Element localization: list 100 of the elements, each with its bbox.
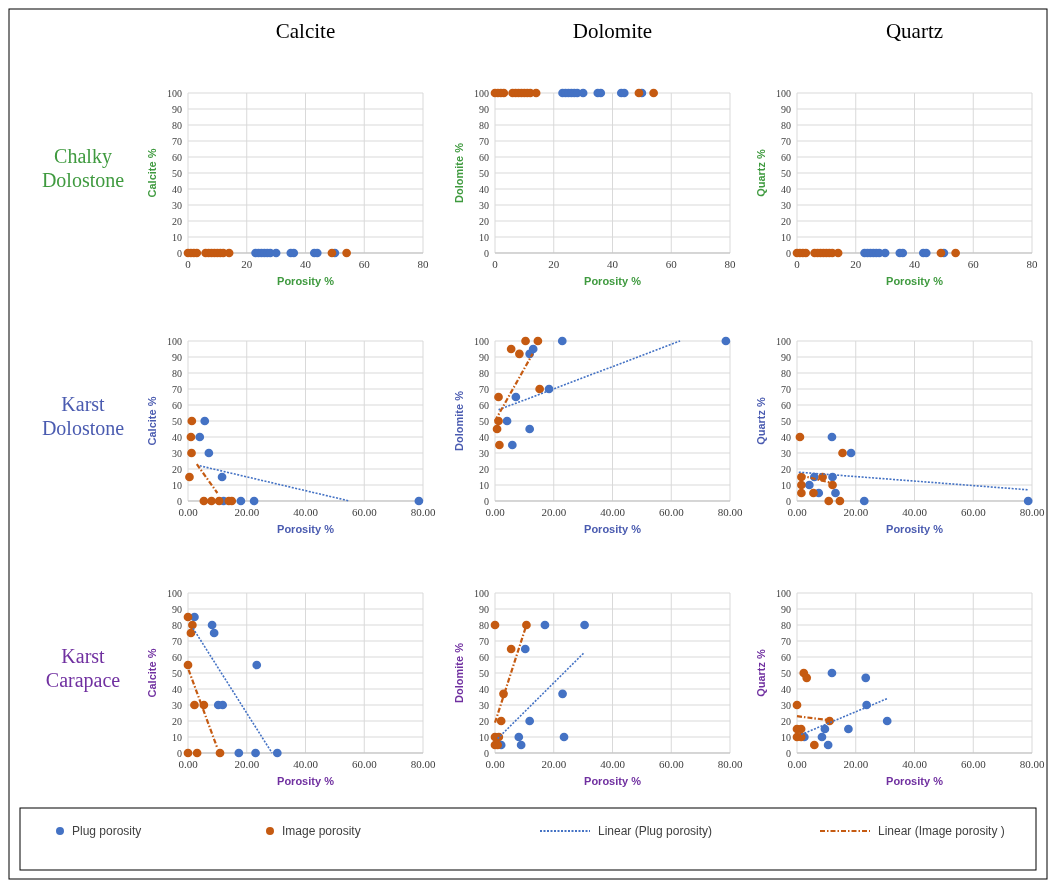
- x-axis-title: Porosity %: [277, 275, 335, 287]
- y-tick-label: 0: [484, 747, 489, 759]
- y-tick-label: 30: [479, 699, 489, 711]
- y-tick-label: 70: [781, 635, 791, 647]
- x-tick-label: 60.00: [960, 758, 987, 770]
- y-axis-title: Dolomite %: [453, 390, 465, 451]
- y-tick-label: 90: [479, 351, 489, 363]
- y-axis-title: Dolomite %: [453, 642, 465, 703]
- chart-title: Quartz: [885, 19, 944, 43]
- y-tick-label: 70: [781, 135, 791, 147]
- y-axis-title: Quartz %: [755, 148, 767, 197]
- x-tick-label: 60.00: [658, 506, 685, 518]
- y-tick-label: 100: [167, 335, 182, 347]
- x-tick-label: 80.00: [717, 506, 743, 518]
- legend-label: Image porosity: [282, 824, 361, 839]
- x-tick-label: 40: [909, 258, 921, 270]
- y-tick-label: 70: [172, 383, 182, 395]
- y-tick-label: 50: [172, 667, 182, 679]
- y-tick-label: 40: [781, 431, 791, 443]
- y-tick-label: 10: [479, 479, 489, 491]
- y-tick-label: 30: [781, 199, 791, 211]
- x-axis-title: Porosity %: [886, 523, 944, 535]
- x-tick-label: 20: [548, 258, 560, 270]
- y-tick-label: 30: [172, 199, 182, 211]
- x-tick-label: 80.00: [1019, 506, 1045, 518]
- legend-label: Linear (Plug porosity): [598, 824, 713, 839]
- y-tick-label: 90: [781, 351, 791, 363]
- x-tick-label: 0.00: [787, 506, 808, 518]
- y-tick-label: 10: [479, 731, 489, 743]
- x-axis-title: Porosity %: [584, 275, 642, 287]
- y-tick-label: 40: [479, 431, 489, 443]
- legend-label: Linear (Image porosity ): [878, 824, 1005, 839]
- y-tick-label: 20: [479, 715, 489, 727]
- y-tick-label: 80: [781, 619, 791, 631]
- y-tick-label: 10: [781, 479, 791, 491]
- y-tick-label: 0: [786, 495, 791, 507]
- y-tick-label: 50: [479, 167, 489, 179]
- x-axis-title: Porosity %: [886, 775, 944, 787]
- y-tick-label: 10: [172, 231, 182, 243]
- y-tick-label: 90: [781, 103, 791, 115]
- y-tick-label: 0: [177, 747, 182, 759]
- x-axis-title: Porosity %: [584, 775, 642, 787]
- y-tick-label: 80: [479, 119, 489, 131]
- y-tick-label: 30: [781, 699, 791, 711]
- y-tick-label: 90: [172, 351, 182, 363]
- x-tick-label: 80.00: [410, 758, 436, 770]
- x-tick-label: 20.00: [843, 506, 869, 518]
- x-tick-label: 80.00: [410, 506, 436, 518]
- x-tick-label: 0.00: [485, 506, 506, 518]
- y-tick-label: 80: [172, 619, 182, 631]
- y-axis-title: Quartz %: [755, 396, 767, 445]
- y-tick-label: 10: [172, 731, 182, 743]
- y-tick-label: 20: [781, 715, 791, 727]
- x-tick-label: 60.00: [351, 758, 378, 770]
- y-tick-label: 0: [177, 247, 182, 259]
- y-tick-label: 60: [781, 651, 791, 663]
- y-tick-label: 10: [479, 231, 489, 243]
- y-tick-label: 70: [781, 383, 791, 395]
- y-tick-label: 40: [172, 183, 182, 195]
- y-tick-label: 10: [172, 479, 182, 491]
- y-tick-label: 80: [172, 119, 182, 131]
- y-tick-label: 30: [479, 447, 489, 459]
- y-tick-label: 80: [172, 367, 182, 379]
- y-tick-label: 20: [172, 463, 182, 475]
- y-tick-label: 40: [172, 431, 182, 443]
- y-tick-label: 100: [474, 87, 489, 99]
- x-tick-label: 0: [492, 258, 499, 270]
- y-tick-label: 90: [172, 603, 182, 615]
- y-tick-label: 30: [172, 447, 182, 459]
- x-axis-title: Porosity %: [277, 775, 335, 787]
- y-tick-label: 30: [781, 447, 791, 459]
- y-tick-label: 20: [172, 215, 182, 227]
- x-tick-label: 80: [724, 258, 736, 270]
- y-tick-label: 90: [172, 103, 182, 115]
- x-tick-label: 0: [185, 258, 192, 270]
- x-tick-label: 40.00: [293, 506, 319, 518]
- y-tick-label: 0: [786, 747, 791, 759]
- x-tick-label: 40: [607, 258, 619, 270]
- y-tick-label: 50: [781, 415, 791, 427]
- x-tick-label: 60: [358, 258, 371, 270]
- y-tick-label: 40: [479, 183, 489, 195]
- x-tick-label: 40.00: [600, 506, 626, 518]
- y-tick-label: 100: [776, 335, 791, 347]
- x-tick-label: 0.00: [178, 506, 199, 518]
- y-tick-label: 80: [479, 619, 489, 631]
- y-tick-label: 10: [781, 731, 791, 743]
- y-tick-label: 40: [172, 683, 182, 695]
- y-axis-title: Calcite %: [146, 648, 158, 698]
- y-tick-label: 60: [172, 651, 182, 663]
- y-axis-title: Quartz %: [755, 648, 767, 697]
- y-tick-label: 80: [781, 119, 791, 131]
- x-tick-label: 40.00: [902, 758, 928, 770]
- x-tick-label: 20.00: [234, 758, 260, 770]
- y-tick-label: 20: [781, 463, 791, 475]
- y-tick-label: 50: [781, 167, 791, 179]
- y-tick-label: 80: [781, 367, 791, 379]
- chart-title: Calcite: [275, 19, 336, 43]
- y-tick-label: 0: [786, 247, 791, 259]
- y-tick-label: 60: [172, 399, 182, 411]
- y-tick-label: 70: [479, 383, 489, 395]
